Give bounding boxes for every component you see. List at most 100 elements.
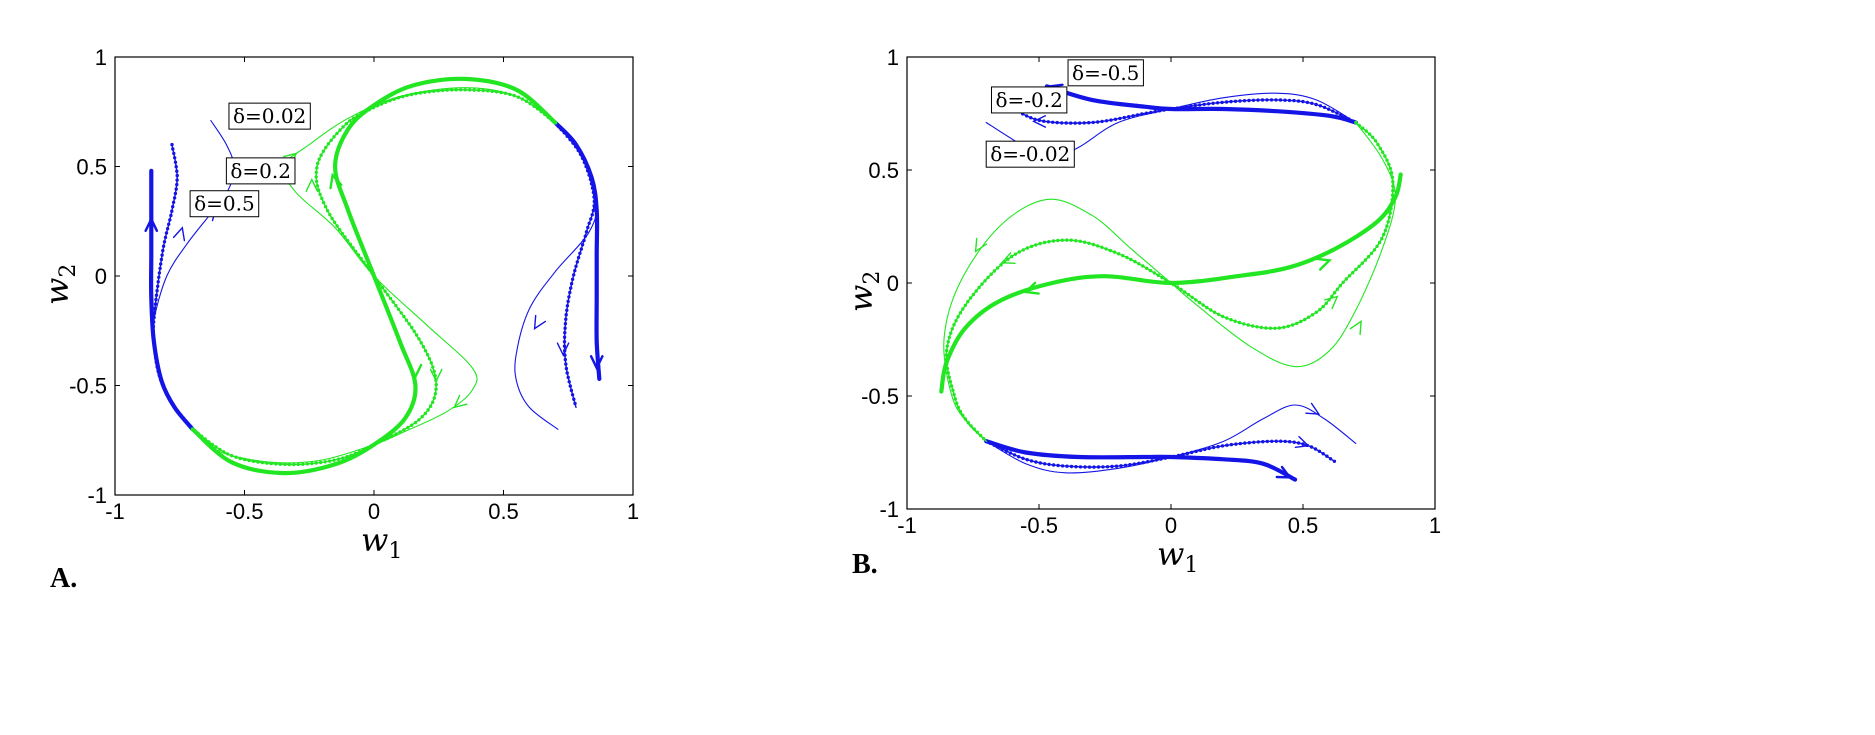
trajectory-marker bbox=[404, 318, 409, 322]
trajectory-marker bbox=[427, 357, 432, 361]
trajectory-marker bbox=[432, 396, 436, 400]
trajectory-marker bbox=[316, 161, 320, 166]
trajectory-marker bbox=[1292, 440, 1296, 444]
trajectory-marker bbox=[1189, 104, 1193, 108]
trajectory-marker bbox=[399, 311, 403, 315]
trajectory-marker bbox=[412, 329, 416, 333]
trajectory-marker bbox=[1206, 102, 1211, 106]
direction-arrow-icon bbox=[1000, 252, 1016, 264]
trajectory-marker bbox=[1357, 264, 1361, 269]
trajectory-marker bbox=[321, 200, 326, 205]
trajectory-marker bbox=[380, 285, 385, 290]
delta-annotation: δ=0.5 bbox=[189, 190, 260, 218]
delta-annotation-text: δ=-0.02 bbox=[990, 142, 1070, 166]
trajectory-marker bbox=[1193, 103, 1198, 108]
trajectory-marker bbox=[423, 349, 428, 353]
trajectory-marker bbox=[173, 160, 178, 164]
trajectory-marker bbox=[1318, 104, 1323, 108]
trajectory-marker bbox=[1108, 248, 1113, 253]
trajectory-marker bbox=[1025, 458, 1029, 462]
y-axis-label-a: w2 bbox=[38, 264, 81, 305]
trajectory-marker bbox=[989, 272, 993, 276]
trajectory-marker bbox=[402, 428, 406, 432]
blue-thick-trajectory-1 bbox=[1044, 84, 1358, 125]
trajectory-marker bbox=[1145, 266, 1149, 270]
trajectory-marker bbox=[167, 222, 171, 226]
trajectory-marker bbox=[1371, 135, 1375, 139]
trajectory-marker bbox=[1325, 454, 1329, 458]
trajectory-marker bbox=[156, 280, 160, 284]
trajectory-marker bbox=[589, 182, 594, 186]
trajectory-marker bbox=[315, 166, 319, 170]
direction-arrow-icon bbox=[533, 314, 547, 330]
trajectory-marker bbox=[1251, 98, 1256, 103]
trajectory-marker bbox=[1351, 271, 1355, 275]
trajectory-marker bbox=[1211, 101, 1215, 106]
trajectory-marker bbox=[1324, 301, 1329, 305]
trajectory-marker bbox=[165, 227, 170, 231]
trajectory-marker bbox=[1125, 255, 1129, 260]
trajectory-marker bbox=[592, 195, 596, 199]
trajectory-marker bbox=[396, 307, 401, 311]
trajectory-marker bbox=[564, 362, 568, 366]
trajectory-marker bbox=[341, 125, 345, 129]
trajectory-marker bbox=[1321, 304, 1325, 309]
trajectory-marker bbox=[1313, 447, 1318, 451]
y-tick-label: 1 bbox=[95, 45, 107, 70]
trajectory-marker bbox=[992, 269, 997, 273]
trajectory-marker bbox=[305, 462, 309, 466]
trajectory-marker bbox=[1390, 202, 1394, 206]
trajectory-marker bbox=[1127, 115, 1131, 119]
trajectory-marker bbox=[1190, 295, 1194, 299]
trajectory-marker bbox=[591, 208, 595, 213]
panel-b: -1 -0.5 0 0.5 1-1-0.500.51 δ=-0.5δ=-0.2δ=-0.… bbox=[842, 45, 1441, 580]
direction-arrow-icon bbox=[144, 216, 159, 232]
trajectory-marker bbox=[977, 285, 981, 290]
trajectory-marker bbox=[283, 462, 287, 467]
trajectory-marker bbox=[949, 331, 953, 335]
trajectory-marker bbox=[171, 205, 175, 209]
direction-arrow-icon bbox=[329, 172, 343, 190]
trajectory-marker bbox=[432, 369, 436, 374]
trajectory-marker bbox=[1243, 441, 1247, 445]
trajectory-marker bbox=[565, 371, 569, 375]
trajectory-marker bbox=[325, 209, 330, 213]
trajectory-marker bbox=[428, 404, 433, 408]
trajectory-marker bbox=[1078, 239, 1083, 243]
trajectory-marker bbox=[1156, 273, 1160, 277]
y-tick-label: -1 bbox=[879, 497, 899, 522]
trajectory-marker bbox=[1332, 291, 1337, 295]
trajectory-marker bbox=[1209, 308, 1213, 312]
trajectory-marker bbox=[1256, 98, 1260, 102]
trajectory-marker bbox=[1141, 264, 1145, 268]
trajectory-marker bbox=[1110, 464, 1114, 469]
trajectory-marker bbox=[1252, 440, 1256, 444]
trajectory-marker bbox=[173, 156, 177, 160]
trajectory-marker bbox=[301, 462, 305, 466]
trajectory-marker bbox=[1121, 253, 1125, 258]
trajectory-marker bbox=[1338, 284, 1343, 288]
trajectory-marker bbox=[1299, 319, 1303, 324]
trajectory-marker bbox=[1013, 252, 1018, 256]
x-tick-label: -1 bbox=[897, 513, 917, 538]
trajectory-marker bbox=[314, 175, 318, 179]
trajectory-marker bbox=[417, 337, 421, 341]
trajectory-marker bbox=[1012, 453, 1017, 457]
trajectory-marker bbox=[986, 275, 990, 280]
trajectory-marker bbox=[1372, 248, 1377, 252]
delta-annotation-box bbox=[990, 86, 1068, 114]
trajectory-marker bbox=[1383, 228, 1388, 233]
trajectory-marker bbox=[1211, 445, 1216, 450]
trajectory-marker bbox=[1047, 240, 1051, 244]
trajectory-marker bbox=[1133, 259, 1137, 264]
trajectory-marker bbox=[1369, 251, 1374, 255]
direction-arrow-icon bbox=[1023, 281, 1040, 295]
trajectory-marker bbox=[1104, 119, 1109, 123]
trajectory-marker bbox=[944, 348, 949, 353]
trajectory-marker bbox=[1328, 457, 1333, 461]
trajectory-marker bbox=[1225, 316, 1229, 320]
trajectory-marker bbox=[569, 388, 574, 393]
trajectory-marker bbox=[454, 88, 458, 92]
trajectory-marker bbox=[1212, 310, 1217, 314]
trajectory-marker bbox=[1282, 325, 1286, 329]
